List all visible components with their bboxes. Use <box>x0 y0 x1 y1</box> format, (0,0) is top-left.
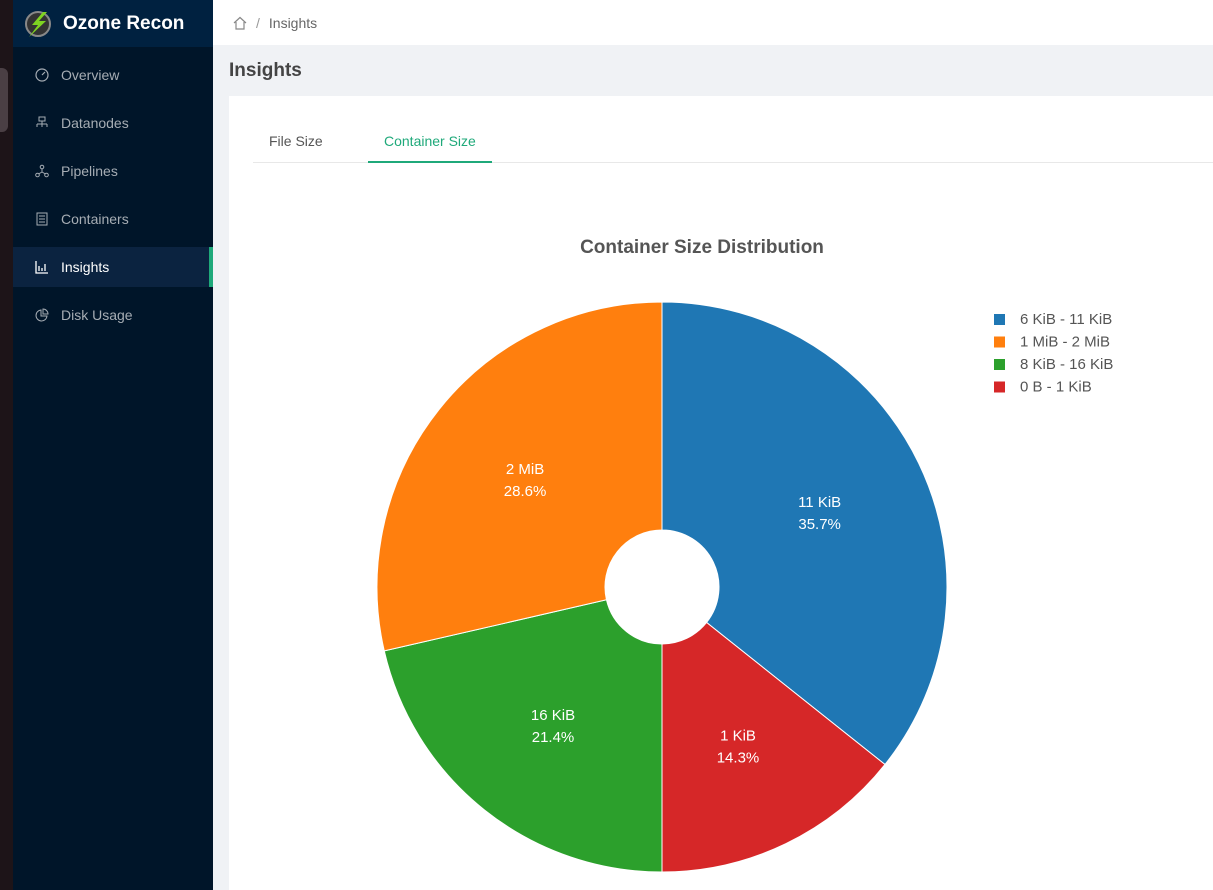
sidebar-item-datanodes[interactable]: Datanodes <box>13 103 213 143</box>
tab-container-size[interactable]: Container Size <box>368 120 492 163</box>
legend-swatch <box>994 381 1005 393</box>
slice-percent: 35.7% <box>798 516 841 533</box>
pie-slice[interactable] <box>661 621 886 873</box>
legend-item[interactable]: 6 KiB - 11 KiB <box>1020 311 1112 328</box>
sidebar-item-insights[interactable]: Insights <box>13 247 213 287</box>
bar-chart-icon <box>35 260 49 274</box>
legend-item[interactable]: 8 KiB - 16 KiB <box>1020 356 1113 373</box>
slice-percent: 21.4% <box>532 729 575 746</box>
desktop-edge <box>0 0 13 890</box>
page-title: Insights <box>229 60 302 81</box>
slice-percent: 14.3% <box>717 750 760 767</box>
legend-item[interactable]: 1 MiB - 2 MiB <box>1020 334 1110 351</box>
legend-swatch <box>994 314 1005 325</box>
sidebar-item-label: Insights <box>61 259 110 275</box>
container-icon <box>35 212 49 226</box>
app-logo[interactable]: Ozone Recon <box>13 0 213 47</box>
pie-slice[interactable] <box>661 301 948 766</box>
dock-handle <box>0 68 8 132</box>
deployment-unit-icon <box>35 164 49 178</box>
sidebar-item-pipelines[interactable]: Pipelines <box>13 151 213 191</box>
sidebar-item-containers[interactable]: Containers <box>13 199 213 239</box>
sidebar-item-disk-usage[interactable]: Disk Usage <box>13 295 213 335</box>
pie-slice[interactable] <box>383 599 663 873</box>
ozone-logo-icon <box>25 10 51 37</box>
sidebar-item-label: Disk Usage <box>61 307 133 323</box>
insights-card: File Size Container Size Container Size … <box>229 96 1213 890</box>
dashboard-icon <box>35 68 49 82</box>
slice-label: 2 MiB <box>506 461 544 478</box>
container-size-pie-chart: Container Size Distribution 11 KiB 35.7% 1 … <box>376 237 1113 873</box>
legend-item[interactable]: 0 B - 1 KiB <box>1020 379 1092 396</box>
legend-swatch <box>994 359 1005 370</box>
home-icon[interactable] <box>233 16 247 30</box>
breadcrumb-separator: / <box>256 14 260 31</box>
sidebar-item-label: Overview <box>61 67 120 83</box>
sidebar: Ozone Recon Overview Datanodes Pipelines Co… <box>13 0 213 890</box>
app-title: Ozone Recon <box>63 12 185 34</box>
chart-title: Container Size Distribution <box>580 237 824 258</box>
tab-file-size[interactable]: File Size <box>269 133 323 149</box>
slice-percent: 28.6% <box>504 483 547 500</box>
sidebar-item-label: Pipelines <box>61 163 118 179</box>
sidebar-item-label: Containers <box>61 211 129 227</box>
legend-swatch <box>994 336 1005 348</box>
sidebar-item-label: Datanodes <box>61 115 129 131</box>
cluster-icon <box>35 116 49 130</box>
slice-label: 1 KiB <box>720 728 756 745</box>
pie-chart-icon <box>35 308 49 322</box>
breadcrumb-current: Insights <box>268 14 318 31</box>
sidebar-item-overview[interactable]: Overview <box>13 55 213 95</box>
pie-slice[interactable] <box>376 301 663 652</box>
slice-label: 16 KiB <box>531 707 575 724</box>
tab-bar: File Size Container Size <box>253 120 1213 163</box>
breadcrumb: / Insights <box>213 0 1213 45</box>
slice-label: 11 KiB <box>798 494 841 511</box>
